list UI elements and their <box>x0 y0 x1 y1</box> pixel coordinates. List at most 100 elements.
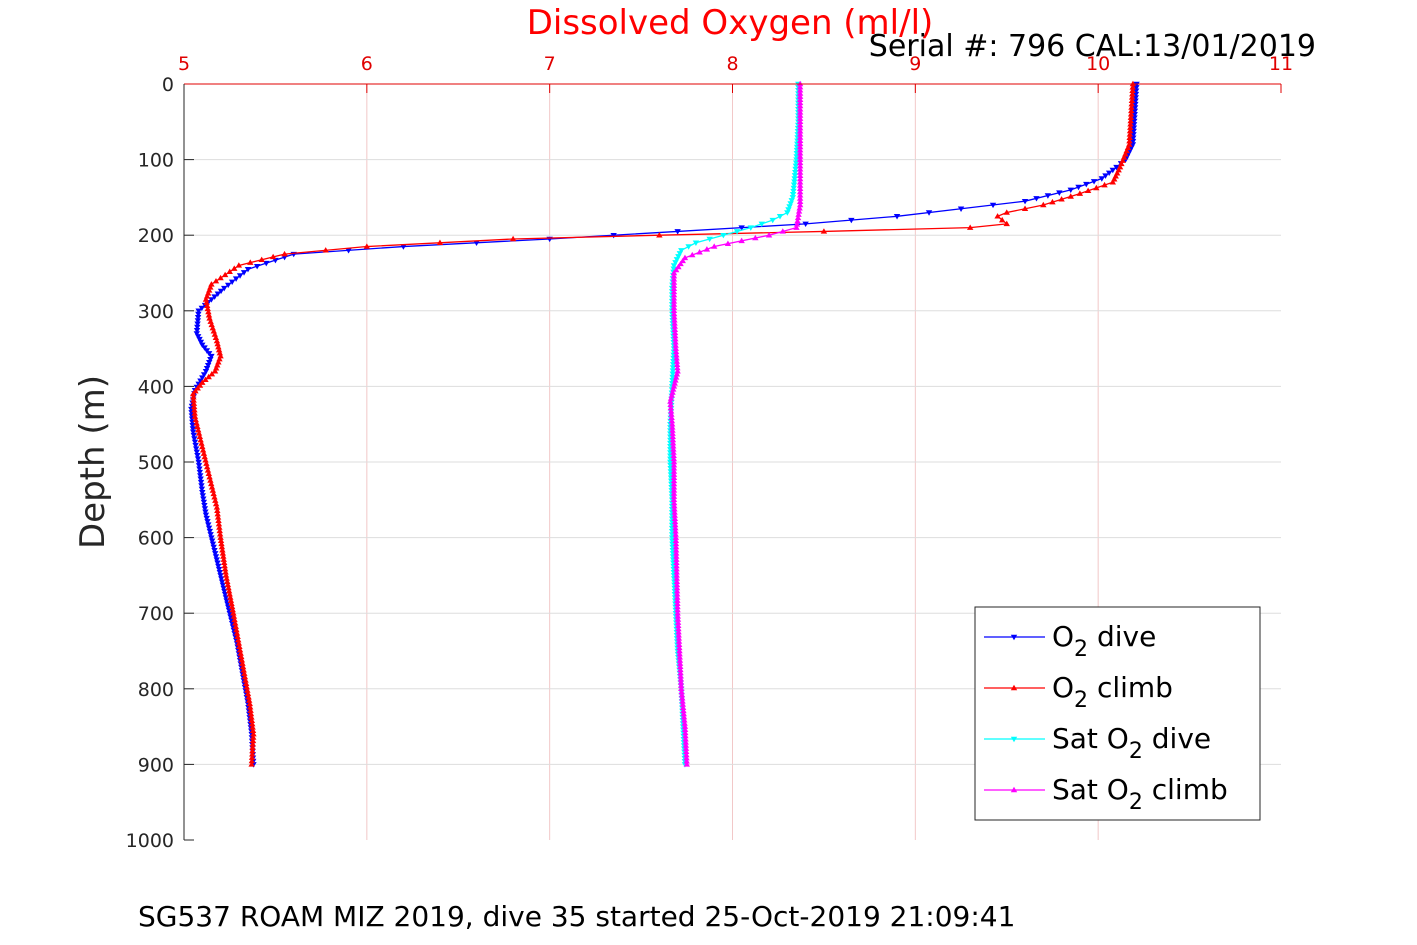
data-point <box>1131 118 1138 125</box>
data-point <box>893 214 901 220</box>
data-point <box>1003 220 1010 227</box>
data-point <box>198 486 206 493</box>
data-point <box>670 461 678 468</box>
data-point <box>223 598 230 604</box>
data-point <box>206 315 213 321</box>
series-0 <box>188 81 1140 768</box>
data-point <box>249 747 256 754</box>
data-point <box>216 524 223 530</box>
data-point <box>670 443 677 449</box>
data-point <box>221 565 229 572</box>
data-point <box>779 228 786 234</box>
data-point <box>681 720 688 726</box>
data-point <box>681 726 689 732</box>
data-point <box>192 442 199 449</box>
data-point <box>195 463 203 469</box>
data-point <box>670 304 678 310</box>
data-point <box>802 221 809 228</box>
data-point <box>238 653 245 660</box>
data-point <box>204 519 211 525</box>
data-point <box>796 205 803 211</box>
data-point <box>796 106 804 112</box>
data-point <box>194 453 201 459</box>
data-point <box>197 339 205 346</box>
data-point <box>796 96 804 102</box>
data-point <box>720 232 727 239</box>
data-point <box>680 710 687 717</box>
serial-annotation: Serial #: 796 CAL:13/01/2019 <box>869 29 1316 64</box>
data-point <box>792 160 800 166</box>
data-point <box>248 714 255 720</box>
data-point <box>192 446 200 452</box>
data-point <box>216 570 224 576</box>
data-point <box>214 507 221 513</box>
data-point <box>676 660 684 666</box>
data-point <box>1130 125 1138 131</box>
data-point <box>196 336 203 343</box>
data-point <box>193 420 200 426</box>
data-point <box>680 707 687 714</box>
data-point <box>848 217 855 224</box>
data-point <box>670 465 678 471</box>
data-point <box>669 538 676 544</box>
data-point <box>218 543 226 550</box>
data-point <box>671 506 678 512</box>
data-point <box>220 553 227 559</box>
data-point <box>670 490 678 496</box>
legend-box <box>974 606 1261 821</box>
data-point <box>796 115 804 121</box>
data-point <box>675 622 682 629</box>
data-point <box>792 169 799 176</box>
data-point <box>752 234 759 241</box>
data-point <box>682 739 689 745</box>
data-point <box>1075 184 1082 191</box>
data-point <box>678 248 685 254</box>
data-point <box>1093 184 1100 191</box>
data-point <box>668 417 676 424</box>
data-point <box>204 467 212 473</box>
data-point <box>676 644 683 651</box>
data-point <box>1126 131 1134 137</box>
data-point <box>242 677 249 683</box>
data-point <box>207 356 214 363</box>
data-point <box>212 554 220 560</box>
data-point <box>194 456 202 462</box>
data-point <box>212 551 219 557</box>
data-point <box>196 433 204 440</box>
data-point <box>670 291 678 298</box>
data-point <box>198 483 205 489</box>
data-point <box>672 348 680 355</box>
data-point <box>683 754 690 761</box>
data-point <box>673 355 680 361</box>
data-point <box>796 169 804 175</box>
data-point <box>1129 84 1136 90</box>
data-point <box>671 313 678 320</box>
data-point <box>1132 88 1140 94</box>
data-point <box>199 490 206 496</box>
legend-item: O2 climb <box>984 671 1173 713</box>
data-point <box>966 224 974 230</box>
data-point <box>796 83 804 90</box>
data-point <box>670 295 678 301</box>
data-point <box>214 514 222 520</box>
data-point <box>683 751 690 758</box>
data-point <box>363 243 371 249</box>
data-point <box>796 90 804 96</box>
dive-caption: SG537 ROAM MIZ 2019, dive 35 started 25-… <box>138 900 1015 933</box>
data-point <box>199 447 207 453</box>
data-point <box>209 487 217 493</box>
data-point <box>1098 176 1106 182</box>
data-point <box>685 244 692 250</box>
data-point <box>1127 117 1134 124</box>
data-point <box>670 496 678 503</box>
data-point <box>674 368 681 374</box>
data-point <box>211 368 219 374</box>
data-point <box>674 229 681 235</box>
tick-labels: 5 6 7 8 9 10 11 0 100 200 300 400 500 600 700 800 900 100… <box>126 53 1293 852</box>
data-point <box>203 302 211 308</box>
data-point <box>671 518 679 525</box>
data-point <box>197 473 204 479</box>
data-point <box>672 524 679 531</box>
data-point <box>1003 209 1010 215</box>
data-point <box>210 328 217 334</box>
